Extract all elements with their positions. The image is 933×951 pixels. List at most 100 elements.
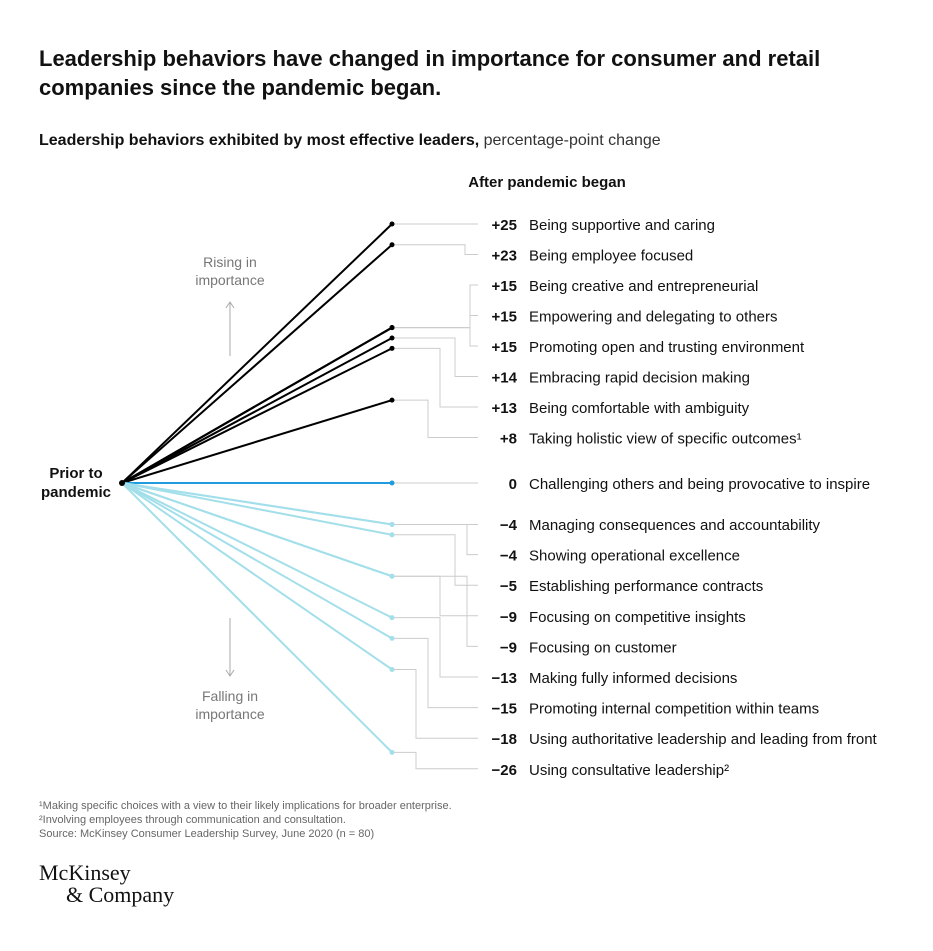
value-label: −5	[500, 578, 517, 595]
connector	[392, 244, 478, 255]
end-dot	[389, 325, 395, 331]
end-dot	[389, 635, 395, 641]
value-label: +15	[492, 278, 517, 295]
value-label: −4	[500, 517, 518, 534]
connector	[392, 315, 478, 329]
origin-dot	[119, 480, 125, 486]
category-label: Establishing performance contracts	[529, 578, 763, 595]
end-dot	[389, 480, 395, 486]
start-label: Prior to	[49, 465, 102, 482]
slope-line	[121, 482, 393, 526]
value-label: +25	[492, 217, 517, 234]
chart-title: Leadership behaviors have changed in imp…	[39, 46, 820, 71]
connector	[392, 751, 478, 770]
rising-label: Rising in	[203, 254, 257, 270]
category-label: Showing operational excellence	[529, 548, 740, 565]
value-label: +15	[492, 339, 517, 356]
value-label: −26	[492, 762, 517, 779]
category-label: Taking holistic view of specific outcome…	[529, 431, 802, 448]
category-label: Being creative and entrepreneurial	[529, 278, 758, 295]
end-dot	[389, 221, 395, 227]
falling-label: importance	[195, 706, 264, 722]
end-dot	[389, 573, 395, 579]
slope-line	[121, 482, 393, 640]
value-label: −15	[492, 701, 517, 718]
slope-line	[121, 482, 393, 536]
category-label: Focusing on customer	[529, 639, 677, 656]
end-dot	[389, 345, 395, 351]
footnote: Source: McKinsey Consumer Leadership Sur…	[39, 828, 374, 840]
value-label: −4	[500, 548, 518, 565]
end-label: After pandemic began	[468, 174, 626, 191]
footnote: ¹Making specific choices with a view to …	[39, 800, 452, 812]
value-label: −9	[500, 609, 517, 626]
slope-line	[121, 482, 393, 671]
end-dot	[389, 335, 395, 341]
value-label: +8	[500, 431, 517, 448]
connector	[392, 399, 478, 438]
end-dot	[389, 397, 395, 403]
logo: & Company	[66, 882, 174, 907]
end-dot	[389, 749, 395, 755]
category-label: Being employee focused	[529, 248, 693, 265]
slope-line	[121, 223, 393, 484]
footnote: ²Involving employees through communicati…	[39, 814, 346, 826]
slope-line	[121, 326, 393, 484]
subtitle-text: percentage-point change	[484, 132, 661, 149]
value-label: +23	[492, 248, 517, 265]
value-label: +15	[492, 309, 517, 326]
rising-arrow	[225, 301, 235, 356]
chart-title: companies since the pandemic began.	[39, 75, 441, 100]
connector	[392, 284, 478, 329]
connector	[392, 575, 478, 617]
category-label: Managing consequences and accountability	[529, 517, 821, 534]
category-label: Promoting internal competition within te…	[529, 701, 819, 718]
end-dot	[389, 242, 395, 248]
connector	[392, 575, 478, 647]
value-label: −18	[492, 731, 517, 748]
subtitle-bold: Leadership behaviors exhibited by most e…	[39, 132, 479, 149]
value-label: 0	[509, 476, 517, 493]
slope-line	[121, 482, 393, 578]
marks: +25 Being supportive and caring +23 Being e…	[119, 217, 878, 779]
slope-line	[121, 482, 393, 619]
slope-line	[121, 347, 393, 484]
logo: McKinsey	[39, 860, 131, 885]
end-dot	[389, 521, 395, 527]
connector	[392, 523, 478, 556]
start-label: pandemic	[41, 484, 111, 501]
slope-line	[121, 243, 393, 484]
connector	[392, 337, 478, 377]
falling-label: Falling in	[202, 688, 258, 704]
category-label: Being supportive and caring	[529, 217, 715, 234]
category-label: Making fully informed decisions	[529, 670, 737, 687]
value-label: −9	[500, 639, 517, 656]
category-label: Embracing rapid decision making	[529, 370, 750, 387]
end-dot	[389, 615, 395, 621]
category-label: Empowering and delegating to others	[529, 309, 778, 326]
value-label: +14	[492, 370, 518, 387]
category-label: Using authoritative leadership and leadi…	[529, 731, 878, 748]
value-label: +13	[492, 400, 517, 417]
end-dot	[389, 666, 395, 672]
slope-line	[121, 482, 393, 754]
connector	[392, 617, 478, 678]
connector	[392, 637, 478, 709]
category-label: Promoting open and trusting environment	[529, 339, 805, 356]
end-dot	[389, 532, 395, 538]
category-label: Focusing on competitive insights	[529, 609, 746, 626]
connector	[392, 668, 478, 739]
slope-line	[121, 399, 393, 484]
category-label: Using consultative leadership²	[529, 762, 729, 779]
slope-line	[121, 337, 393, 484]
connector	[392, 327, 478, 347]
connector	[392, 534, 478, 586]
rising-label: importance	[195, 272, 264, 288]
connector	[392, 347, 478, 408]
value-label: −13	[492, 670, 517, 687]
category-label: Being comfortable with ambiguity	[529, 400, 750, 417]
subtitle: Leadership behaviors exhibited by most e…	[39, 132, 661, 149]
falling-arrow	[225, 618, 235, 677]
category-label: Challenging others and being provocative…	[529, 476, 870, 493]
